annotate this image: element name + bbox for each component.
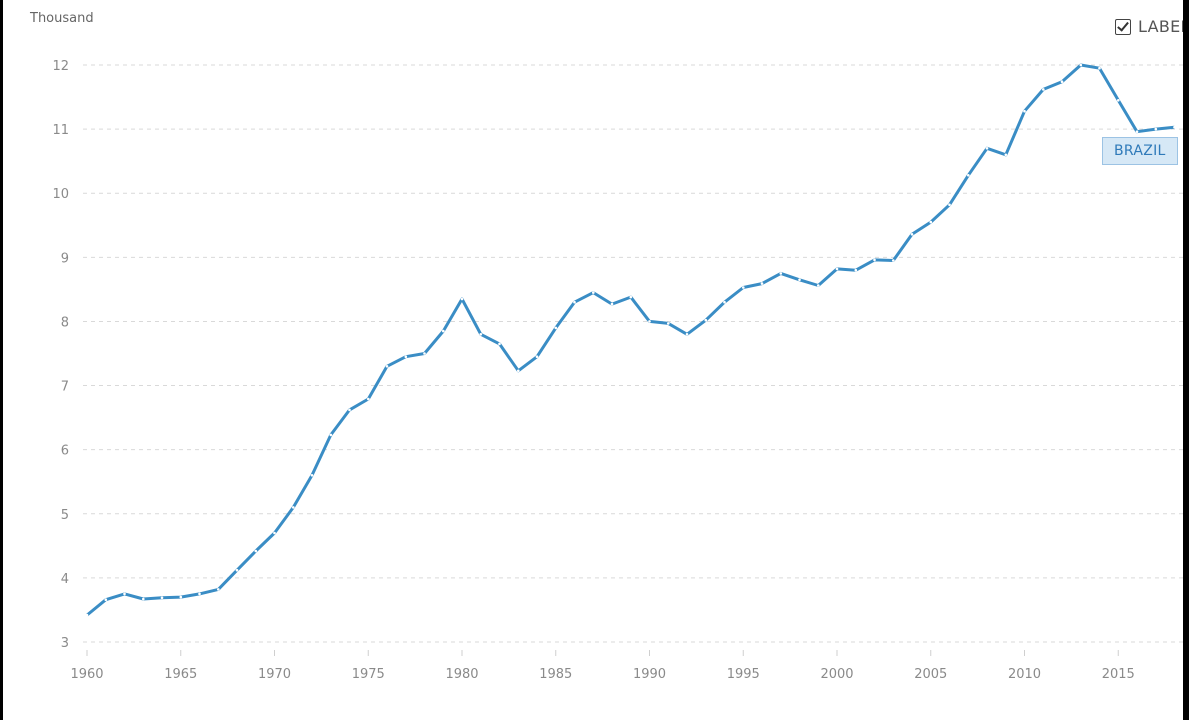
label-checkbox[interactable]	[1115, 18, 1131, 35]
data-point[interactable]	[123, 592, 126, 596]
data-point[interactable]	[1154, 127, 1158, 131]
data-point[interactable]	[554, 326, 558, 330]
data-point[interactable]	[1042, 88, 1045, 91]
data-point[interactable]	[142, 597, 145, 601]
data-point[interactable]	[967, 174, 970, 177]
data-point[interactable]	[385, 365, 389, 368]
data-point[interactable]	[648, 320, 651, 323]
data-point[interactable]	[179, 595, 183, 599]
x-tick-label: 1975	[352, 667, 385, 682]
data-point[interactable]	[1173, 125, 1176, 129]
x-tick-label: 1970	[258, 667, 291, 682]
y-tick-label: 11	[52, 123, 69, 138]
data-point[interactable]	[779, 272, 783, 275]
y-tick-label: 9	[61, 251, 69, 266]
y-axis-ticks: 3 4 5 6 7 8 9 10 11 12	[52, 59, 69, 651]
data-point[interactable]	[160, 596, 164, 600]
x-tick-label: 1990	[633, 667, 666, 682]
data-point[interactable]	[198, 592, 201, 596]
data-point[interactable]	[367, 397, 370, 401]
data-point[interactable]	[1060, 80, 1064, 83]
series-layer	[85, 63, 1176, 617]
data-point[interactable]	[629, 295, 633, 299]
x-tick-label: 2015	[1102, 667, 1135, 682]
data-point[interactable]	[310, 474, 314, 477]
data-point[interactable]	[910, 233, 914, 236]
y-tick-label: 7	[61, 380, 69, 395]
x-tick-label: 1960	[70, 667, 103, 682]
data-point[interactable]	[535, 355, 539, 359]
series-tag-brazil[interactable]: BRAZIL	[1102, 137, 1178, 165]
data-point[interactable]	[460, 297, 464, 301]
x-axis-ticks: 1960 1965 1970 1975 1980 1985 1990 1995 2000 2005…	[70, 650, 1135, 682]
y-tick-label: 3	[61, 636, 69, 651]
data-point[interactable]	[423, 352, 426, 355]
data-point[interactable]	[442, 329, 445, 333]
data-point[interactable]	[854, 268, 858, 272]
data-point[interactable]	[517, 369, 520, 373]
x-tick-label: 2000	[820, 667, 853, 682]
data-point[interactable]	[1117, 99, 1120, 102]
data-point[interactable]	[610, 302, 614, 306]
data-point[interactable]	[1023, 109, 1026, 113]
x-tick-label: 2005	[914, 667, 947, 682]
data-point[interactable]	[592, 291, 595, 294]
data-point[interactable]	[573, 300, 576, 304]
y-tick-label: 10	[52, 187, 69, 202]
data-point[interactable]	[498, 342, 501, 346]
data-point[interactable]	[723, 300, 726, 304]
data-point[interactable]	[217, 588, 220, 591]
y-tick-label: 6	[61, 444, 69, 459]
chart-frame: 3 4 5 6 7 8 9 10 11 12 1960 1965 1970 1975 1980 1985 19…	[3, 0, 1183, 720]
data-point[interactable]	[742, 286, 745, 289]
grid-lines	[83, 64, 1183, 643]
data-point[interactable]	[798, 278, 801, 282]
data-point[interactable]	[704, 318, 708, 322]
x-tick-label: 1985	[539, 667, 572, 682]
data-point[interactable]	[1098, 66, 1101, 70]
data-point[interactable]	[104, 598, 108, 601]
x-tick-label: 1995	[727, 667, 760, 682]
label-toggle-text: LABEL	[1138, 17, 1183, 36]
data-point[interactable]	[479, 333, 483, 336]
data-point[interactable]	[348, 408, 351, 412]
y-tick-label: 5	[61, 508, 69, 523]
data-point[interactable]	[1079, 63, 1083, 67]
x-tick-label: 1965	[164, 667, 197, 682]
data-point[interactable]	[292, 506, 295, 509]
y-tick-label: 12	[52, 59, 69, 74]
x-tick-label: 1980	[445, 667, 478, 682]
data-point[interactable]	[760, 282, 764, 285]
data-point[interactable]	[85, 613, 89, 617]
data-point[interactable]	[892, 259, 895, 262]
data-point[interactable]	[329, 433, 333, 437]
series-line[interactable]	[86, 63, 1175, 617]
data-point[interactable]	[873, 258, 876, 262]
data-point[interactable]	[817, 284, 820, 287]
data-point[interactable]	[985, 147, 989, 150]
data-point[interactable]	[685, 333, 689, 336]
y-tick-label: 4	[61, 572, 69, 587]
data-point[interactable]	[929, 220, 933, 224]
data-point[interactable]	[948, 203, 951, 207]
data-point[interactable]	[235, 568, 239, 572]
data-point[interactable]	[1004, 153, 1008, 157]
data-point[interactable]	[667, 322, 670, 325]
data-point[interactable]	[404, 355, 408, 359]
data-point[interactable]	[1135, 130, 1139, 133]
y-tick-label: 8	[61, 315, 69, 330]
data-point[interactable]	[254, 549, 258, 553]
data-point[interactable]	[273, 531, 276, 535]
data-point[interactable]	[835, 267, 839, 271]
label-toggle[interactable]: LABEL	[1115, 17, 1183, 36]
x-tick-label: 2010	[1008, 667, 1041, 682]
unit-label: Thousand	[29, 11, 94, 26]
